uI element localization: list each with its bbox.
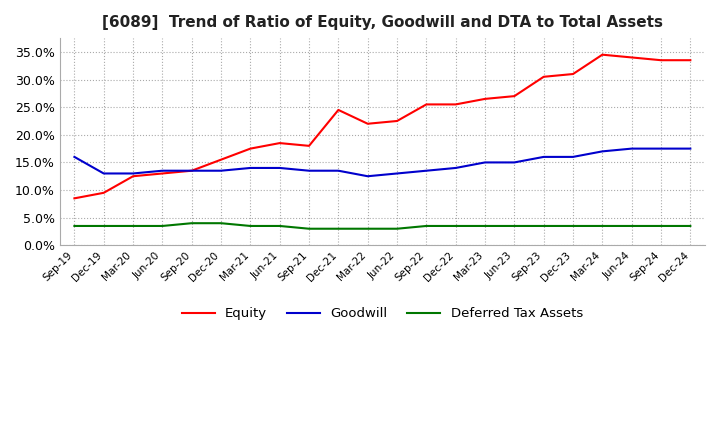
- Goodwill: [70, 154, 78, 160]
- Goodwill: [569, 154, 577, 160]
- Equity: [334, 107, 343, 113]
- Deferred Tax Assets: [158, 224, 167, 229]
- Line: Deferred Tax Assets: Deferred Tax Assets: [74, 223, 690, 229]
- Goodwill: [598, 149, 607, 154]
- Equity: [392, 118, 401, 124]
- Goodwill: [539, 154, 548, 160]
- Deferred Tax Assets: [422, 224, 431, 229]
- Goodwill: [305, 168, 313, 173]
- Equity: [246, 146, 255, 151]
- Goodwill: [481, 160, 490, 165]
- Goodwill: [657, 146, 665, 151]
- Deferred Tax Assets: [364, 226, 372, 231]
- Title: [6089]  Trend of Ratio of Equity, Goodwill and DTA to Total Assets: [6089] Trend of Ratio of Equity, Goodwil…: [102, 15, 663, 30]
- Deferred Tax Assets: [70, 224, 78, 229]
- Equity: [598, 52, 607, 57]
- Line: Equity: Equity: [74, 55, 690, 198]
- Deferred Tax Assets: [246, 224, 255, 229]
- Deferred Tax Assets: [539, 224, 548, 229]
- Goodwill: [187, 168, 196, 173]
- Equity: [275, 140, 284, 146]
- Deferred Tax Assets: [187, 220, 196, 226]
- Goodwill: [686, 146, 695, 151]
- Equity: [510, 93, 518, 99]
- Deferred Tax Assets: [334, 226, 343, 231]
- Deferred Tax Assets: [99, 224, 108, 229]
- Deferred Tax Assets: [598, 224, 607, 229]
- Equity: [481, 96, 490, 102]
- Deferred Tax Assets: [481, 224, 490, 229]
- Equity: [451, 102, 460, 107]
- Equity: [686, 58, 695, 63]
- Deferred Tax Assets: [392, 226, 401, 231]
- Equity: [627, 55, 636, 60]
- Goodwill: [422, 168, 431, 173]
- Deferred Tax Assets: [129, 224, 138, 229]
- Deferred Tax Assets: [217, 220, 225, 226]
- Goodwill: [392, 171, 401, 176]
- Goodwill: [246, 165, 255, 171]
- Equity: [70, 196, 78, 201]
- Goodwill: [334, 168, 343, 173]
- Equity: [305, 143, 313, 148]
- Equity: [364, 121, 372, 126]
- Deferred Tax Assets: [686, 224, 695, 229]
- Goodwill: [451, 165, 460, 171]
- Goodwill: [217, 168, 225, 173]
- Equity: [657, 58, 665, 63]
- Goodwill: [158, 168, 167, 173]
- Legend: Equity, Goodwill, Deferred Tax Assets: Equity, Goodwill, Deferred Tax Assets: [176, 302, 588, 326]
- Deferred Tax Assets: [305, 226, 313, 231]
- Goodwill: [364, 174, 372, 179]
- Goodwill: [627, 146, 636, 151]
- Equity: [129, 174, 138, 179]
- Goodwill: [275, 165, 284, 171]
- Equity: [217, 157, 225, 162]
- Goodwill: [510, 160, 518, 165]
- Deferred Tax Assets: [275, 224, 284, 229]
- Equity: [422, 102, 431, 107]
- Equity: [99, 190, 108, 195]
- Deferred Tax Assets: [569, 224, 577, 229]
- Line: Goodwill: Goodwill: [74, 149, 690, 176]
- Deferred Tax Assets: [657, 224, 665, 229]
- Goodwill: [129, 171, 138, 176]
- Equity: [539, 74, 548, 80]
- Equity: [158, 171, 167, 176]
- Deferred Tax Assets: [627, 224, 636, 229]
- Deferred Tax Assets: [451, 224, 460, 229]
- Goodwill: [99, 171, 108, 176]
- Equity: [569, 71, 577, 77]
- Deferred Tax Assets: [510, 224, 518, 229]
- Equity: [187, 168, 196, 173]
